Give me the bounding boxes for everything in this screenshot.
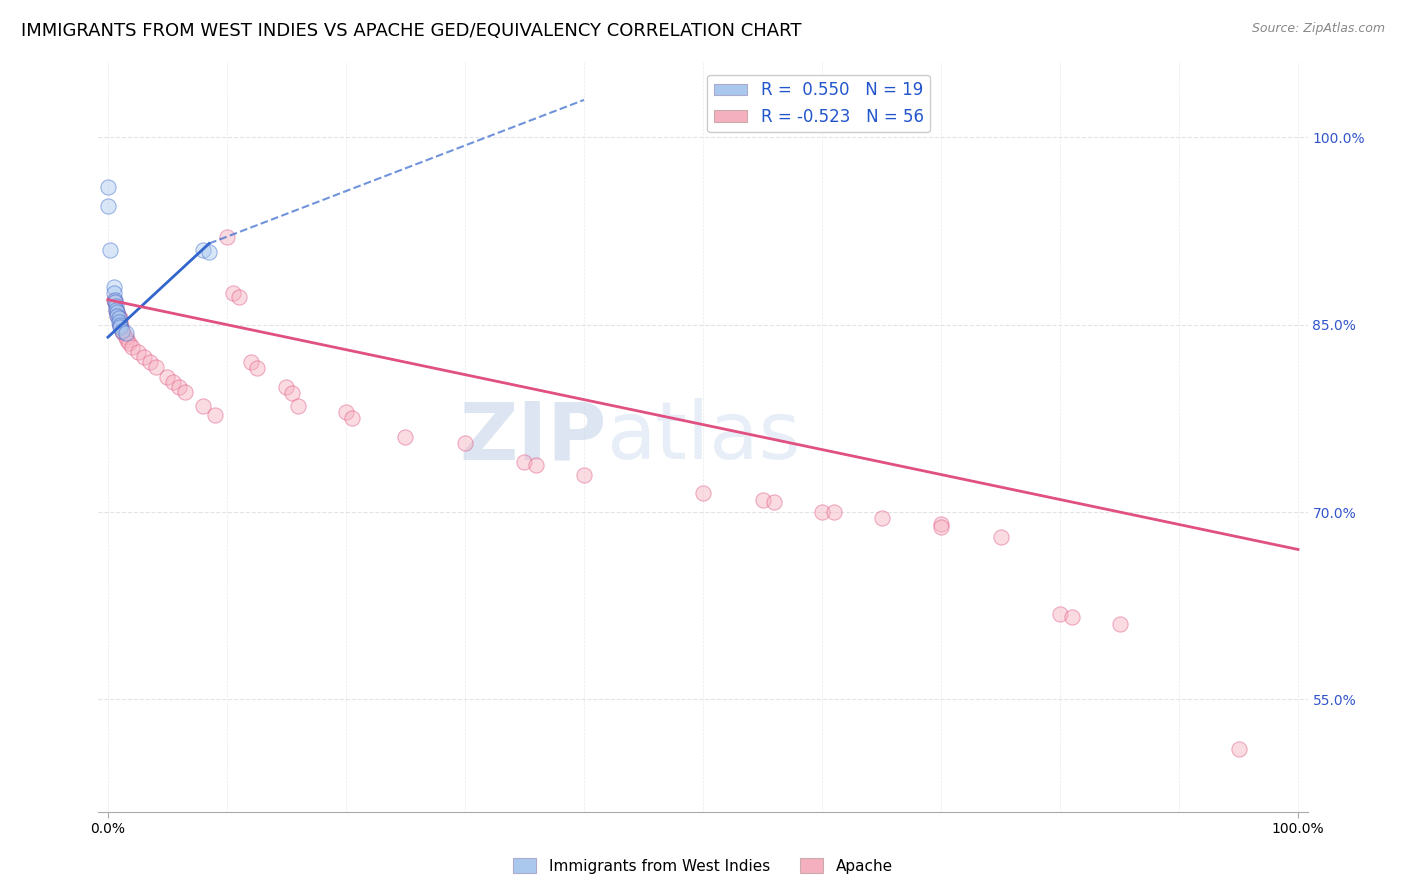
Point (104, 295, 127, 310)
Point (107, 308, 129, 322)
Point (107, 305, 129, 319)
Point (811, 505, 834, 519)
Point (127, 345, 149, 359)
Point (454, 436, 477, 450)
Point (97, 199, 120, 213)
Point (103, 280, 125, 294)
Point (108, 320, 131, 334)
Point (191, 399, 214, 413)
Point (97, 180, 120, 194)
Text: ZIP: ZIP (458, 398, 606, 476)
Point (111, 324, 134, 338)
Point (105, 302, 128, 317)
Point (138, 355, 160, 369)
Point (145, 360, 167, 375)
Point (335, 405, 357, 419)
Point (118, 336, 141, 351)
Point (112, 326, 135, 341)
Point (204, 408, 226, 422)
Point (107, 310, 129, 325)
Point (287, 399, 309, 413)
Point (394, 430, 416, 444)
Point (281, 386, 304, 401)
Point (198, 245, 221, 260)
Point (156, 370, 179, 384)
Point (162, 375, 184, 389)
Point (524, 458, 547, 472)
Point (108, 315, 131, 329)
Point (108, 318, 131, 332)
Point (114, 330, 136, 344)
Point (990, 530, 1012, 544)
Text: Source: ZipAtlas.com: Source: ZipAtlas.com (1251, 22, 1385, 36)
Point (1227, 742, 1250, 756)
Point (1060, 610, 1083, 624)
Point (228, 290, 250, 304)
Point (340, 411, 363, 425)
Point (107, 311, 129, 326)
Point (239, 355, 262, 369)
Text: IMMIGRANTS FROM WEST INDIES VS APACHE GED/EQUIVALENCY CORRELATION CHART: IMMIGRANTS FROM WEST INDIES VS APACHE GE… (21, 22, 801, 40)
Point (929, 520, 952, 534)
Point (169, 380, 191, 394)
Point (513, 455, 536, 469)
Point (870, 511, 893, 525)
Text: atlas: atlas (606, 398, 800, 476)
Point (246, 361, 269, 376)
Point (276, 380, 298, 394)
Point (121, 340, 143, 354)
Point (929, 517, 952, 532)
Point (763, 495, 786, 509)
Point (823, 505, 845, 519)
Point (1108, 617, 1130, 632)
Point (98, 243, 121, 257)
Point (751, 492, 773, 507)
Point (107, 309, 129, 323)
Point (174, 385, 197, 400)
Point (103, 286, 125, 301)
Point (132, 350, 155, 364)
Point (108, 318, 131, 332)
Point (692, 486, 714, 500)
Point (110, 320, 132, 334)
Point (215, 230, 238, 244)
Point (114, 326, 136, 341)
Legend: Immigrants from West Indies, Apache: Immigrants from West Indies, Apache (508, 852, 898, 880)
Point (105, 299, 128, 313)
Point (103, 293, 125, 307)
Point (222, 286, 245, 301)
Point (572, 467, 595, 482)
Point (115, 333, 138, 347)
Point (1049, 607, 1071, 622)
Point (105, 302, 128, 317)
Point (191, 243, 214, 257)
Point (107, 305, 129, 319)
Point (104, 293, 127, 307)
Point (111, 324, 134, 338)
Legend: R =  0.550   N = 19, R = -0.523   N = 56: R = 0.550 N = 19, R = -0.523 N = 56 (707, 75, 931, 132)
Point (107, 315, 129, 329)
Point (108, 311, 131, 326)
Point (104, 295, 127, 310)
